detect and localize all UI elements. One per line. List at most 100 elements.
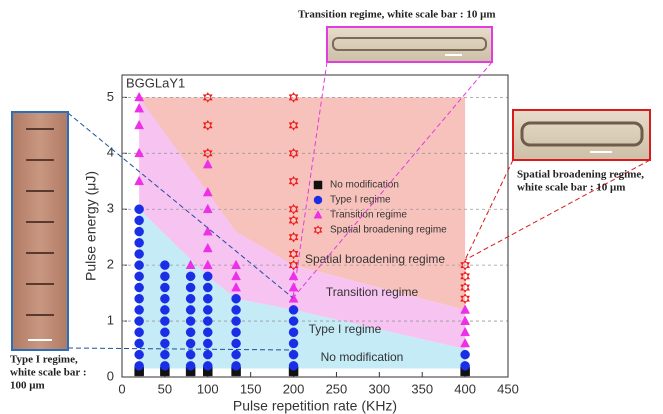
triangle-marker bbox=[460, 304, 471, 314]
triangle-marker bbox=[202, 186, 213, 197]
circle-marker bbox=[288, 338, 299, 349]
circle-marker bbox=[203, 349, 213, 360]
connector bbox=[67, 347, 294, 351]
circle-marker bbox=[231, 316, 241, 326]
circle-marker bbox=[203, 293, 213, 304]
star-marker bbox=[288, 248, 299, 260]
y-tick-label: 0 bbox=[107, 368, 114, 383]
circle-marker bbox=[460, 349, 470, 360]
connector bbox=[67, 112, 294, 299]
circle-marker bbox=[160, 260, 170, 270]
legend-label: Transition regime bbox=[330, 210, 407, 221]
circle-marker bbox=[134, 204, 144, 214]
circle-marker bbox=[203, 271, 213, 282]
star-marker bbox=[460, 259, 471, 271]
star-marker bbox=[288, 231, 299, 243]
circle-marker bbox=[134, 260, 144, 270]
circle-marker bbox=[134, 215, 144, 226]
star-marker bbox=[288, 214, 299, 226]
star-marker bbox=[288, 147, 299, 159]
x-tick-label: 450 bbox=[497, 381, 519, 396]
star-marker bbox=[202, 147, 213, 159]
star-marker bbox=[288, 259, 299, 271]
triangle-marker bbox=[134, 119, 145, 130]
circle-marker bbox=[460, 361, 470, 371]
x-tick-label: 400 bbox=[454, 381, 476, 396]
circle-marker bbox=[185, 305, 196, 315]
circle-marker bbox=[185, 338, 196, 349]
circle-marker bbox=[134, 338, 144, 349]
legend-marker bbox=[313, 210, 323, 219]
circle-marker bbox=[134, 293, 144, 304]
x-tick-label: 300 bbox=[368, 381, 390, 396]
circle-marker bbox=[288, 316, 299, 326]
circle-marker bbox=[203, 316, 213, 326]
circle-marker bbox=[160, 349, 170, 360]
y-tick-label: 1 bbox=[107, 313, 114, 328]
circle-marker bbox=[231, 327, 241, 338]
circle-marker bbox=[160, 305, 170, 315]
triangle-marker bbox=[134, 147, 145, 158]
circle-marker bbox=[185, 327, 196, 338]
triangle-marker bbox=[460, 326, 471, 337]
circle-marker bbox=[203, 305, 213, 315]
circle-marker bbox=[231, 305, 241, 315]
circle-marker bbox=[160, 271, 170, 282]
regions bbox=[139, 97, 466, 375]
region bbox=[139, 97, 466, 350]
circle-marker bbox=[134, 249, 144, 259]
y-tick-label: 5 bbox=[107, 89, 114, 104]
inset-caption: Type I regime, bbox=[10, 354, 78, 366]
triangle-marker bbox=[202, 158, 213, 169]
x-tick-label: 100 bbox=[197, 381, 219, 396]
circle-marker bbox=[134, 305, 144, 315]
triangle-marker bbox=[134, 103, 145, 113]
y-tick-label: 4 bbox=[107, 145, 114, 160]
marks: Transition regime Spatial broadening regi… bbox=[134, 91, 471, 377]
plot-frame bbox=[121, 74, 509, 378]
circle-marker bbox=[134, 282, 144, 293]
circle-marker bbox=[231, 349, 241, 360]
circle-marker bbox=[134, 226, 144, 237]
inset-caption: white scale bar : bbox=[10, 367, 86, 379]
triangle-marker bbox=[460, 315, 471, 325]
triangle-marker bbox=[202, 226, 213, 236]
circle-marker bbox=[185, 349, 196, 360]
triangle-marker bbox=[185, 259, 196, 269]
star-marker bbox=[202, 91, 213, 103]
circle-marker bbox=[134, 327, 144, 338]
inset-right bbox=[512, 109, 651, 161]
circle-marker bbox=[203, 361, 213, 371]
region-label: Transition regime bbox=[326, 285, 419, 299]
circle-marker bbox=[231, 361, 241, 371]
x-tick-label: 350 bbox=[411, 381, 433, 396]
triangle-marker bbox=[231, 270, 241, 281]
circle-marker bbox=[134, 271, 144, 282]
inset-caption: white scale bar : 10 μm bbox=[517, 182, 625, 194]
triangle-marker bbox=[231, 282, 241, 292]
circle-marker bbox=[203, 338, 213, 349]
captions: Transition regime, white scale bar : 10 … bbox=[10, 9, 644, 392]
x-tick-label: 150 bbox=[240, 381, 262, 396]
circle-marker bbox=[288, 361, 299, 371]
circle-marker bbox=[160, 338, 170, 349]
circle-marker bbox=[160, 293, 170, 304]
legend-marker bbox=[313, 180, 323, 190]
inset-left bbox=[11, 111, 69, 351]
inset-caption: Transition regime, white scale bar : 10 … bbox=[298, 9, 496, 21]
region-label: Spatial broadening regime bbox=[305, 252, 445, 266]
circle-marker bbox=[203, 327, 213, 338]
circle-marker bbox=[160, 282, 170, 293]
connector bbox=[464, 159, 651, 261]
triangle-marker bbox=[134, 91, 145, 102]
circle-marker bbox=[160, 327, 170, 338]
triangle-marker bbox=[202, 242, 213, 253]
legend-marker bbox=[313, 195, 323, 205]
x-tick-label: 0 bbox=[118, 381, 125, 396]
triangle-marker bbox=[134, 175, 145, 186]
y-axis-label: Pulse energy (μJ) bbox=[83, 171, 99, 281]
legend-label: Spatial broadening regime bbox=[330, 225, 447, 236]
